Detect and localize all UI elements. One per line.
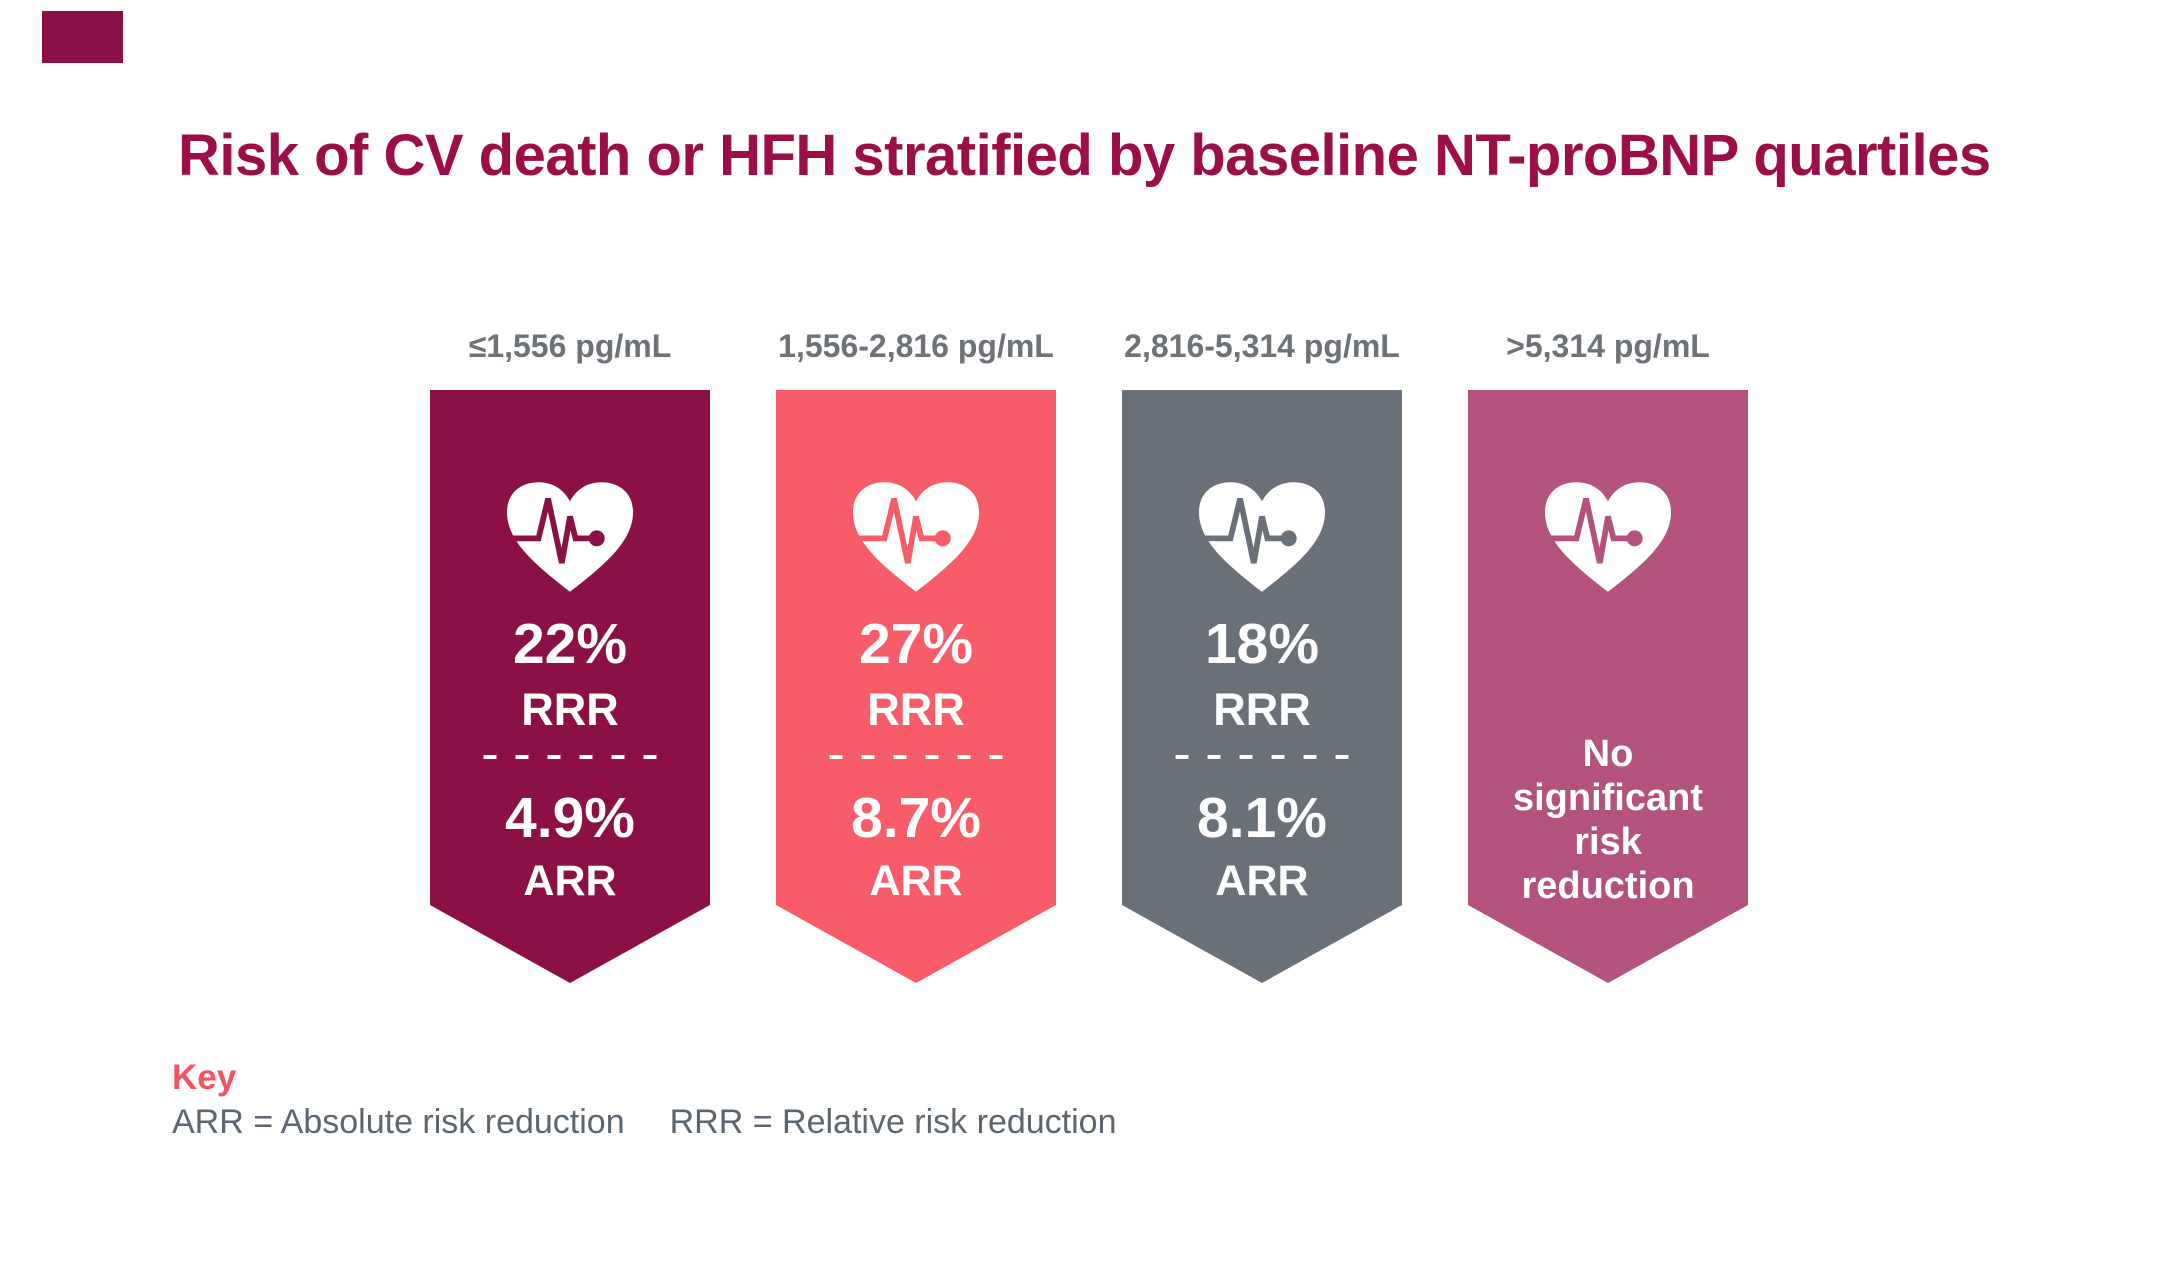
quartile-range-label: 1,556-2,816 pg/mL [778,328,1054,364]
arr-value: 8.7% [851,786,981,850]
quartile-banner-2: 27% RRR 8.7% ARR [776,390,1056,983]
arr-value: 8.1% [1197,786,1327,850]
quartile-column-2: 1,556-2,816 pg/mL 27% RRR 8.7% ARR [776,327,1056,983]
key-definition-rrr: RRR = Relative risk reduction [669,1103,1117,1141]
rrr-label: RRR [521,684,619,735]
heart-ecg-icon [506,482,634,592]
arr-value: 4.9% [505,786,635,850]
no-significant-risk-message: No significant risk reduction [1512,733,1704,907]
rrr-label: RRR [867,684,965,735]
key-definition-arr: ARR = Absolute risk reduction [172,1103,625,1141]
key-definitions: ARR = Absolute risk reduction RRR = Relat… [172,1102,1117,1142]
rrr-value: 22% [512,612,628,676]
key-section: Key ARR = Absolute risk reduction RRR = R… [172,1058,1117,1142]
quartile-column-3: 2,816-5,314 pg/mL 18% RRR 8.1% ARR [1122,327,1402,983]
dashed-divider [1175,755,1349,759]
quartile-banners: ≤1,556 pg/mL 22% RRR 4.9% ARR 1,556-2,81… [430,327,1748,983]
dashed-divider [829,755,1003,759]
quartile-range-label: >5,314 pg/mL [1506,328,1710,364]
key-heading: Key [172,1058,237,1097]
dashed-divider [483,755,657,759]
quartile-column-1: ≤1,556 pg/mL 22% RRR 4.9% ARR [430,327,710,983]
rrr-value: 27% [858,612,974,676]
arr-label: ARR [1215,857,1309,905]
quartile-banner-1: 22% RRR 4.9% ARR [430,390,710,983]
rrr-value: 18% [1204,612,1320,676]
rrr-label: RRR [1213,684,1311,735]
page-title: Risk of CV death or HFH stratified by ba… [178,123,1991,188]
quartile-banner-4: No significant risk reduction [1468,390,1748,983]
quartile-column-4: >5,314 pg/mL No significant risk reducti… [1468,327,1748,983]
brand-corner-mark [42,11,123,63]
arr-label: ARR [523,857,617,905]
quartile-banner-3: 18% RRR 8.1% ARR [1122,390,1402,983]
quartile-range-label: ≤1,556 pg/mL [468,328,672,364]
heart-ecg-icon [1198,482,1326,592]
quartile-range-label: 2,816-5,314 pg/mL [1124,328,1400,364]
heart-ecg-icon [852,482,980,592]
heart-ecg-icon [1544,482,1672,592]
arr-label: ARR [869,857,963,905]
